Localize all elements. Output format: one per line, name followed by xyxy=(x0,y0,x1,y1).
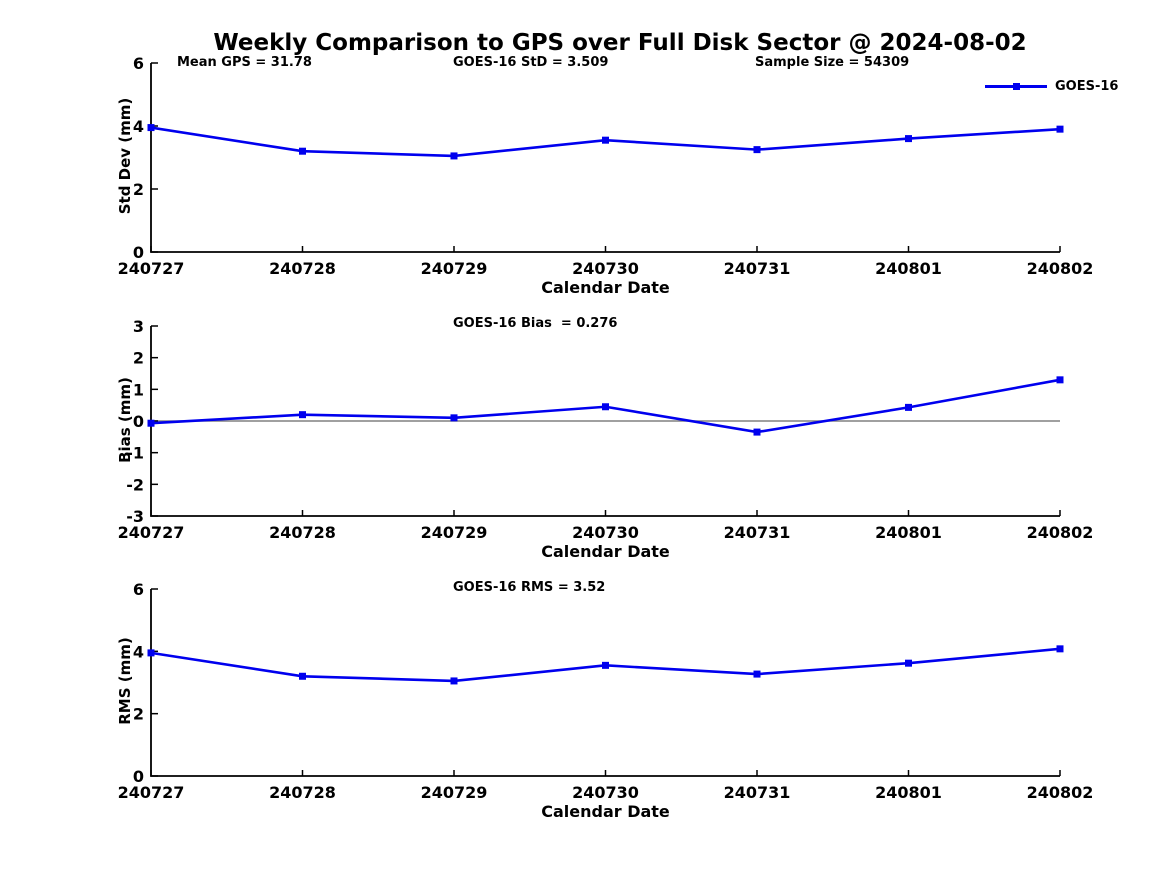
data-point-marker xyxy=(602,136,609,144)
data-point-marker xyxy=(147,419,155,427)
x-tick-label: 240801 xyxy=(875,259,942,278)
y-tick-label: 0 xyxy=(133,412,144,431)
data-point-marker xyxy=(299,147,306,155)
x-tick-label: 240728 xyxy=(269,259,336,278)
y-tick-label: -1 xyxy=(126,444,144,463)
y-tick-label: 0 xyxy=(133,243,144,262)
x-tick-label: 240730 xyxy=(572,523,639,542)
y-tick-label: 4 xyxy=(133,117,144,136)
legend: GOES-16 xyxy=(985,79,1119,94)
stat-goes16-rms: GOES-16 RMS = 3.52 xyxy=(453,580,606,595)
data-point-marker xyxy=(450,414,458,422)
y-tick-label: 0 xyxy=(133,767,144,786)
rms-x-axis-label: Calendar Date xyxy=(541,802,670,821)
y-tick-label: 6 xyxy=(133,54,144,73)
bias-x-axis-label: Calendar Date xyxy=(541,542,670,561)
x-tick-label: 240731 xyxy=(724,259,791,278)
data-point-marker xyxy=(147,124,155,132)
stat-goes16-std: GOES-16 StD = 3.509 xyxy=(453,55,609,70)
x-tick-label: 240801 xyxy=(875,523,942,542)
data-point-marker xyxy=(753,670,761,678)
axes xyxy=(150,63,1060,253)
data-point-marker xyxy=(1056,125,1064,133)
x-tick-label: 240728 xyxy=(269,523,336,542)
y-tick-label: 2 xyxy=(133,349,144,368)
x-tick-label: 240727 xyxy=(118,259,185,278)
data-point-marker xyxy=(905,135,912,143)
x-tick-label: 240728 xyxy=(269,783,336,802)
data-point-marker xyxy=(602,403,609,411)
x-tick-label: 240729 xyxy=(421,259,488,278)
y-tick-label: -3 xyxy=(126,507,144,526)
y-tick-label: 6 xyxy=(133,580,144,599)
stat-goes16-bias: GOES-16 Bias = 0.276 xyxy=(453,316,618,331)
rms-y-axis-label: RMS (mm) xyxy=(116,637,134,725)
data-point-marker xyxy=(753,428,761,436)
stat-mean-gps: Mean GPS = 31.78 xyxy=(177,55,312,70)
x-tick-label: 240727 xyxy=(118,783,185,802)
stddev-y-axis-label: Std Dev (mm) xyxy=(116,97,134,215)
figure-title: Weekly Comparison to GPS over Full Disk … xyxy=(213,30,1027,56)
x-tick-label: 240731 xyxy=(724,523,791,542)
x-tick-label: 240729 xyxy=(421,783,488,802)
data-point-marker xyxy=(602,661,609,669)
data-point-marker xyxy=(753,146,761,154)
x-tick-label: 240802 xyxy=(1027,523,1094,542)
y-tick-label: 2 xyxy=(133,180,144,199)
data-point-marker xyxy=(905,659,912,667)
legend-square-marker-icon xyxy=(1013,83,1020,90)
data-point-marker xyxy=(450,677,458,685)
x-tick-label: 240727 xyxy=(118,523,185,542)
data-point-marker xyxy=(299,672,306,680)
stddev-x-axis-label: Calendar Date xyxy=(541,278,670,297)
stat-sample-size: Sample Size = 54309 xyxy=(755,55,910,70)
x-tick-label: 240731 xyxy=(724,783,791,802)
y-tick-label: 2 xyxy=(133,705,144,724)
y-tick-label: 3 xyxy=(133,317,144,336)
y-tick-label: 4 xyxy=(133,642,144,661)
bias-y-axis-label: Bias (mm) xyxy=(116,377,134,463)
legend-line-marker-icon xyxy=(985,80,1047,93)
data-point-marker xyxy=(147,649,155,657)
x-tick-label: 240802 xyxy=(1027,783,1094,802)
legend-label: GOES-16 xyxy=(1055,79,1119,94)
y-tick-label: -2 xyxy=(126,475,144,494)
x-tick-label: 240801 xyxy=(875,783,942,802)
data-point-marker xyxy=(1056,376,1064,384)
x-tick-label: 240730 xyxy=(572,783,639,802)
data-point-marker xyxy=(905,403,912,411)
x-tick-label: 240802 xyxy=(1027,259,1094,278)
data-point-marker xyxy=(450,152,458,160)
x-tick-label: 240729 xyxy=(421,523,488,542)
data-point-marker xyxy=(299,411,306,419)
x-tick-label: 240730 xyxy=(572,259,639,278)
axes xyxy=(150,589,1060,777)
y-tick-label: 1 xyxy=(133,380,144,399)
data-point-marker xyxy=(1056,645,1064,653)
